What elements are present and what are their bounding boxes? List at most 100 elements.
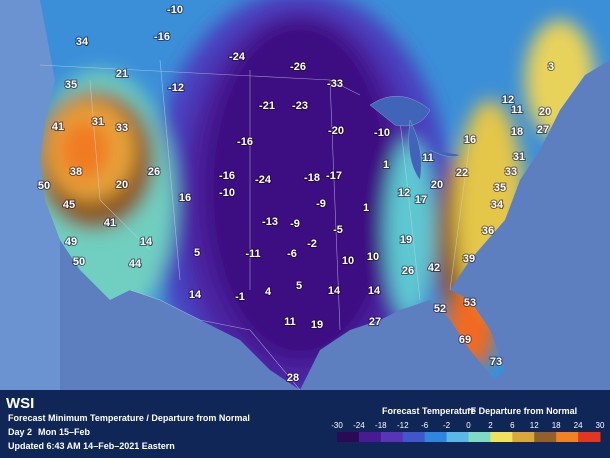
temp-label: -16 (237, 136, 253, 148)
date: Mon 15–Feb (38, 427, 91, 437)
temp-label: 19 (311, 319, 323, 331)
temp-label: 31 (92, 116, 104, 128)
temp-label: 11 (284, 316, 296, 328)
legend-swatch (468, 432, 491, 442)
legend-swatch (534, 432, 557, 442)
brand: WSI (6, 395, 34, 412)
updated: Updated 6:43 AM 14–Feb–2021 Eastern (8, 441, 175, 451)
legend-swatch (490, 432, 513, 442)
temp-label: 1 (363, 202, 369, 214)
legend-swatch (402, 432, 426, 442)
temp-label: 26 (148, 166, 160, 178)
legend-swatch (578, 432, 601, 442)
temp-label: -9 (316, 198, 326, 210)
temp-label: 10 (367, 251, 379, 263)
temp-label: 38 (70, 166, 82, 178)
temp-label: -10 (374, 127, 390, 139)
temp-label: 33 (116, 122, 128, 134)
legend-tick: -12 (397, 421, 409, 430)
borders (39, 59, 471, 391)
temp-label: 14 (368, 285, 381, 297)
temp-label: -11 (245, 248, 260, 260)
legend-tick: -30 (331, 421, 343, 430)
legend-swatch (424, 432, 448, 442)
temp-label: 19 (400, 234, 412, 246)
temp-label: 27 (537, 124, 549, 136)
temp-label: -18 (304, 172, 320, 184)
temp-label: 73 (490, 356, 502, 368)
temp-label: 31 (513, 151, 525, 163)
temp-label: 4 (265, 286, 272, 298)
temp-label: -33 (327, 78, 343, 90)
temp-label: 53 (464, 297, 476, 309)
temp-label: 35 (65, 79, 77, 91)
temp-label: -9 (290, 218, 300, 230)
legend-tick: -2 (443, 421, 451, 430)
temp-label: 50 (38, 180, 50, 192)
temp-label: -26 (290, 61, 306, 73)
temp-label: 14 (189, 289, 202, 301)
legend-swatch (337, 432, 360, 442)
temp-label: -1 (235, 291, 245, 303)
footer (0, 390, 610, 458)
temp-label: -23 (292, 100, 308, 112)
temp-label: -16 (154, 31, 170, 43)
temp-label: 44 (129, 258, 142, 270)
temp-label: 27 (369, 316, 381, 328)
temp-label: 1 (383, 159, 389, 171)
temp-label: 12 (502, 94, 514, 106)
temp-label: 20 (431, 179, 443, 191)
legend-swatch (358, 432, 382, 442)
temp-label: -24 (229, 51, 246, 63)
temp-label: 11 (422, 152, 434, 164)
legend-swatch (380, 432, 404, 442)
temp-label: 42 (428, 262, 440, 274)
temp-label: 3 (548, 61, 554, 73)
legend-unit: °F Departure from Normal (467, 406, 577, 416)
temp-label: -24 (255, 174, 272, 186)
temp-label: 39 (463, 253, 475, 265)
legend-tick: -6 (421, 421, 429, 430)
legend-swatch (556, 432, 579, 442)
temp-label: -12 (168, 82, 184, 94)
temp-label: 12 (398, 187, 410, 199)
temp-label: 41 (52, 121, 64, 133)
temp-label: -21 (259, 100, 275, 112)
temp-label: -17 (326, 170, 342, 182)
temp-label: 26 (402, 265, 414, 277)
temp-label: 34 (76, 36, 89, 48)
temp-label: 36 (482, 225, 494, 237)
legend-tick: 2 (488, 421, 493, 430)
temp-label: 10 (342, 255, 354, 267)
temp-label: 41 (104, 217, 116, 229)
temp-label: -6 (287, 248, 297, 260)
temp-label: 17 (415, 194, 427, 206)
temp-label: 21 (116, 68, 128, 80)
temp-label: 20 (539, 106, 551, 118)
legend: -30 -24 -18 -12 -6 -2 0 2 6 12 18 24 30 (331, 421, 605, 442)
legend-swatch (512, 432, 535, 442)
legend-tick: 0 (466, 421, 471, 430)
temp-label: 11 (511, 104, 523, 116)
temp-label: -2 (307, 238, 317, 250)
temp-label: 28 (287, 372, 299, 384)
temp-label: 33 (505, 166, 517, 178)
temp-label: -10 (167, 4, 183, 16)
great-lakes (369, 95, 461, 181)
temp-label: 34 (491, 199, 504, 211)
temp-label: 14 (328, 285, 341, 297)
legend-tick: 6 (510, 421, 515, 430)
temp-label: 35 (494, 182, 506, 194)
temp-label: 5 (194, 247, 200, 259)
legend-swatch (446, 432, 469, 442)
temp-label: 22 (456, 167, 468, 179)
legend-tick: 30 (596, 421, 605, 430)
temp-label: 52 (434, 303, 446, 315)
temp-label: -10 (219, 187, 235, 199)
temp-label: 50 (73, 256, 85, 268)
legend-tick: 18 (552, 421, 561, 430)
temp-label: 16 (179, 192, 191, 204)
temp-label: 14 (140, 236, 153, 248)
